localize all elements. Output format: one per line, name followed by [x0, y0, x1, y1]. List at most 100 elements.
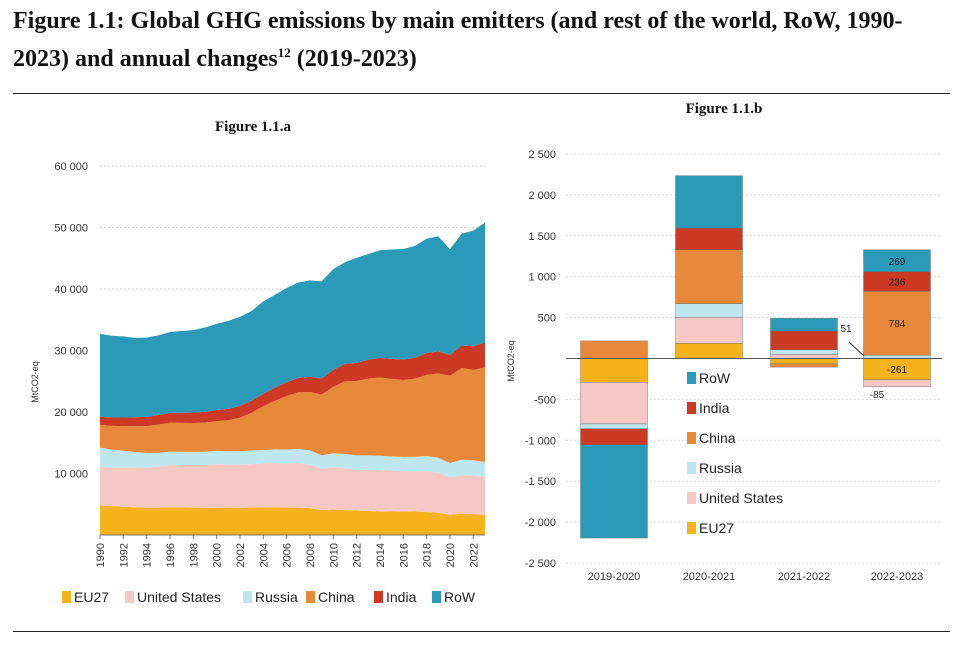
bar-2020-2021-row [675, 175, 743, 229]
chart-a-ytick-label: 10 000 [54, 469, 88, 481]
legend-b-swatch-united-states [687, 492, 696, 504]
data-label-leader [848, 341, 865, 357]
legend-b-label-row: RoW [699, 370, 731, 386]
legend-b-swatch-russia [687, 462, 696, 474]
top-rule [13, 93, 950, 94]
bar-2021-2022-india [770, 330, 838, 351]
chart-a-xtick-label: 2008 [305, 543, 317, 567]
chart-a-xtick-label: 2004 [258, 543, 270, 567]
chart-a-xtick-label: 2022 [468, 543, 480, 567]
legend-swatch-india [374, 591, 383, 603]
legend-label-row: RoW [444, 589, 476, 605]
chart-a-xtick-label: 2016 [398, 543, 410, 567]
figure-title-footnote: 12 [277, 45, 291, 60]
chart-a-ytick-label: 60 000 [54, 161, 88, 173]
bar-2020-2021-india [675, 227, 743, 250]
chart-b-ytick-label: -2 500 [525, 558, 556, 570]
area-series-united-states [100, 463, 485, 515]
bar-2022-2023-china [863, 290, 931, 356]
chart-b-ytick-label: -500 [534, 394, 556, 406]
bar-2020-2021-united-states [675, 316, 743, 344]
figure-title: Figure 1.1: Global GHG emissions by main… [13, 6, 953, 75]
chart-b-ytick-label: -1 000 [525, 435, 556, 447]
chart-a-xtick-label: 1992 [118, 543, 130, 567]
legend-b-swatch-row [687, 372, 696, 384]
bar-chart: Figure 1.1.b MtCO2-eq -2 500 -2 000 -1 500… [506, 101, 942, 583]
bar-2019-2020-united-states [580, 382, 648, 425]
legend-label-india: India [386, 589, 417, 605]
chart-a-xtick-label: 2020 [445, 543, 457, 567]
chart-b-ylabel: MtCO2-eq [506, 340, 516, 382]
chart-a-ytick-label: 30 000 [54, 346, 88, 358]
legend-label-eu27: EU27 [74, 589, 109, 605]
chart-b-title: Figure 1.1.b [686, 101, 763, 117]
legend-b-swatch-eu27 [687, 522, 696, 534]
area-chart: Figure 1.1.a MtCO2-eq 10 000 20 000 30 000… [30, 119, 485, 605]
legend-b-label-united-states: United States [699, 490, 783, 506]
bar-2019-2020-india [580, 428, 648, 445]
legend-swatch-china [306, 591, 315, 603]
legend-swatch-eu27 [62, 591, 71, 603]
chart-a-xtick-label: 1990 [95, 543, 107, 567]
bar-2019-2020-row [580, 444, 648, 539]
chart-a-xtick-label: 2018 [422, 543, 434, 567]
bar-2022-2023-row [863, 249, 931, 272]
chart-a-xtick-label: 2006 [282, 543, 294, 567]
legend-label-russia: Russia [255, 589, 298, 605]
legend-b-swatch-china [687, 432, 696, 444]
legend-swatch-row [432, 591, 441, 603]
bar-2021-2022-russia [770, 349, 838, 355]
legend-b-label-eu27: EU27 [699, 520, 734, 536]
chart-b-ytick-label: 500 [538, 313, 556, 325]
chart-a-xtick-label: 2010 [328, 543, 340, 567]
bar-2022-2023-united-states [863, 379, 931, 388]
bar-2020-2021-eu27 [675, 343, 743, 359]
legend-b-label-india: India [699, 400, 730, 416]
chart-b-ytick-label: 1 500 [528, 231, 556, 243]
chart-a-ytick-label: 50 000 [54, 223, 88, 235]
area-series-china [100, 367, 485, 464]
bar-2020-2021-china [675, 249, 743, 304]
chart-b-category-label: 2019-2020 [588, 571, 641, 583]
figure-title-main: Figure 1.1: Global GHG emissions by main… [13, 8, 903, 72]
bar-2021-2022-united-states [770, 354, 838, 359]
chart-b-ytick-label: -1 500 [525, 476, 556, 488]
legend-label-china: China [318, 589, 355, 605]
chart-a-xtick-label: 2002 [235, 543, 247, 567]
bar-2019-2020-russia [580, 423, 648, 430]
bar-2021-2022-row [770, 318, 838, 332]
chart-b-category-label: 2021-2022 [778, 571, 831, 583]
legend-b-label-russia: Russia [699, 460, 742, 476]
legend-swatch-united-states [125, 591, 134, 603]
chart-b-ytick-label: 2 500 [528, 149, 556, 161]
data-label-united-states: 51 [840, 324, 852, 335]
area-series-india [100, 342, 485, 427]
bar-2019-2020-eu27 [580, 358, 648, 383]
chart-b-ytick-label: 1 000 [528, 272, 556, 284]
figure-title-end: (2019-2023) [290, 46, 417, 72]
data-label-china: 784 [889, 319, 906, 330]
bottom-rule [13, 631, 950, 632]
chart-a-xtick-label: 1998 [188, 543, 200, 567]
chart-b-category-label: 2020-2021 [683, 571, 736, 583]
chart-a-xtick-label: 1994 [142, 543, 154, 567]
chart-b-ytick-label: 2 000 [528, 190, 556, 202]
area-series-eu27 [100, 505, 485, 535]
chart-a-xtick-label: 2000 [212, 543, 224, 567]
area-series-row [100, 222, 485, 418]
chart-a-ytick-label: 20 000 [54, 407, 88, 419]
legend-swatch-russia [243, 591, 252, 603]
bar-2020-2021-russia [675, 303, 743, 318]
chart-b-ytick-label: -2 000 [525, 517, 556, 529]
legend-b-label-china: China [699, 430, 736, 446]
data-label-eu27: -261 [887, 365, 907, 376]
legend-b-swatch-india [687, 402, 696, 414]
bar-2019-2020-china [580, 340, 648, 359]
legend-label-united-states: United States [137, 589, 221, 605]
chart-a-title: Figure 1.1.a [215, 119, 291, 135]
chart-a-xtick-label: 2012 [352, 543, 364, 567]
area-series-russia [100, 447, 485, 478]
data-label-united-states: -85 [870, 390, 885, 401]
bar-2021-2022-eu27 [770, 358, 838, 365]
chart-a-xtick-label: 2014 [375, 543, 387, 567]
